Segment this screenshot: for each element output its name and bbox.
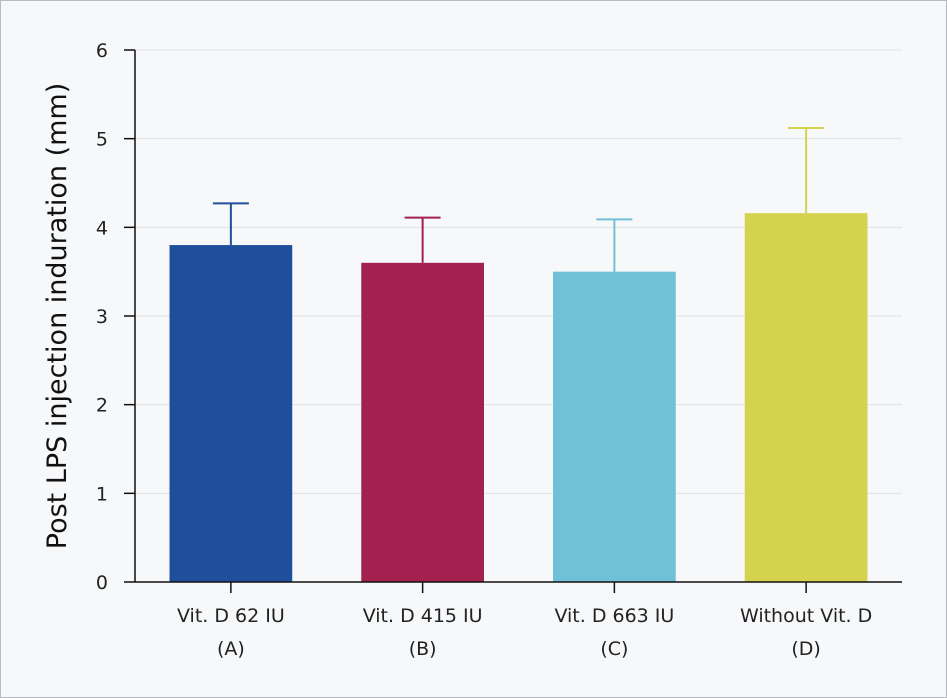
y-tick-label: 5 <box>96 129 108 151</box>
x-tick-sublabel: (A) <box>217 638 245 660</box>
error-bars <box>212 127 825 272</box>
y-tick-label: 0 <box>96 572 108 594</box>
x-tick-label: Vit. D 663 IU <box>554 605 674 627</box>
x-tick-sublabel: (C) <box>600 638 628 660</box>
bar <box>169 245 293 583</box>
y-tick-label: 4 <box>96 217 108 239</box>
y-tick-label: 2 <box>96 395 108 417</box>
y-tick-label: 1 <box>96 483 108 505</box>
bar <box>553 271 676 582</box>
bars <box>169 213 868 583</box>
axes <box>124 49 902 593</box>
y-tick-label: 6 <box>96 40 108 62</box>
y-axis-title: Post LPS injection induration (mm) <box>42 83 73 549</box>
tick-labels: 0 1 2 3 4 5 6 Vit. D 62 IU (A) Vit. D 415 IU (B) Vi… <box>96 40 872 660</box>
x-tick-label: Without Vit. D <box>740 605 872 627</box>
bar <box>744 213 868 582</box>
y-tick-label: 3 <box>96 306 108 328</box>
x-tick-label: Vit. D 62 IU <box>177 605 285 627</box>
x-tick-sublabel: (B) <box>409 638 437 660</box>
x-tick-sublabel: (D) <box>791 638 820 660</box>
bar <box>361 262 484 582</box>
x-tick-label: Vit. D 415 IU <box>363 605 483 627</box>
